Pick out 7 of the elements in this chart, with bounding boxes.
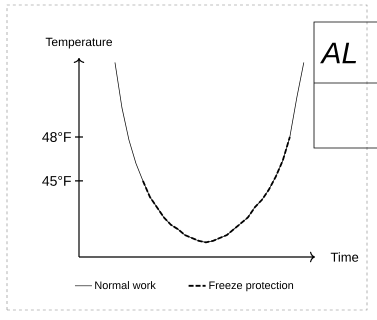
y-tick-label: 45°F bbox=[42, 176, 71, 186]
y-tick-label: 48°F bbox=[42, 132, 71, 142]
legend-label: Freeze protection bbox=[209, 281, 294, 292]
text: AL bbox=[320, 42, 356, 64]
legend-label: Normal work bbox=[95, 281, 156, 290]
y-axis-title: Temperature bbox=[46, 38, 112, 48]
x-axis-title: Time bbox=[330, 252, 358, 262]
